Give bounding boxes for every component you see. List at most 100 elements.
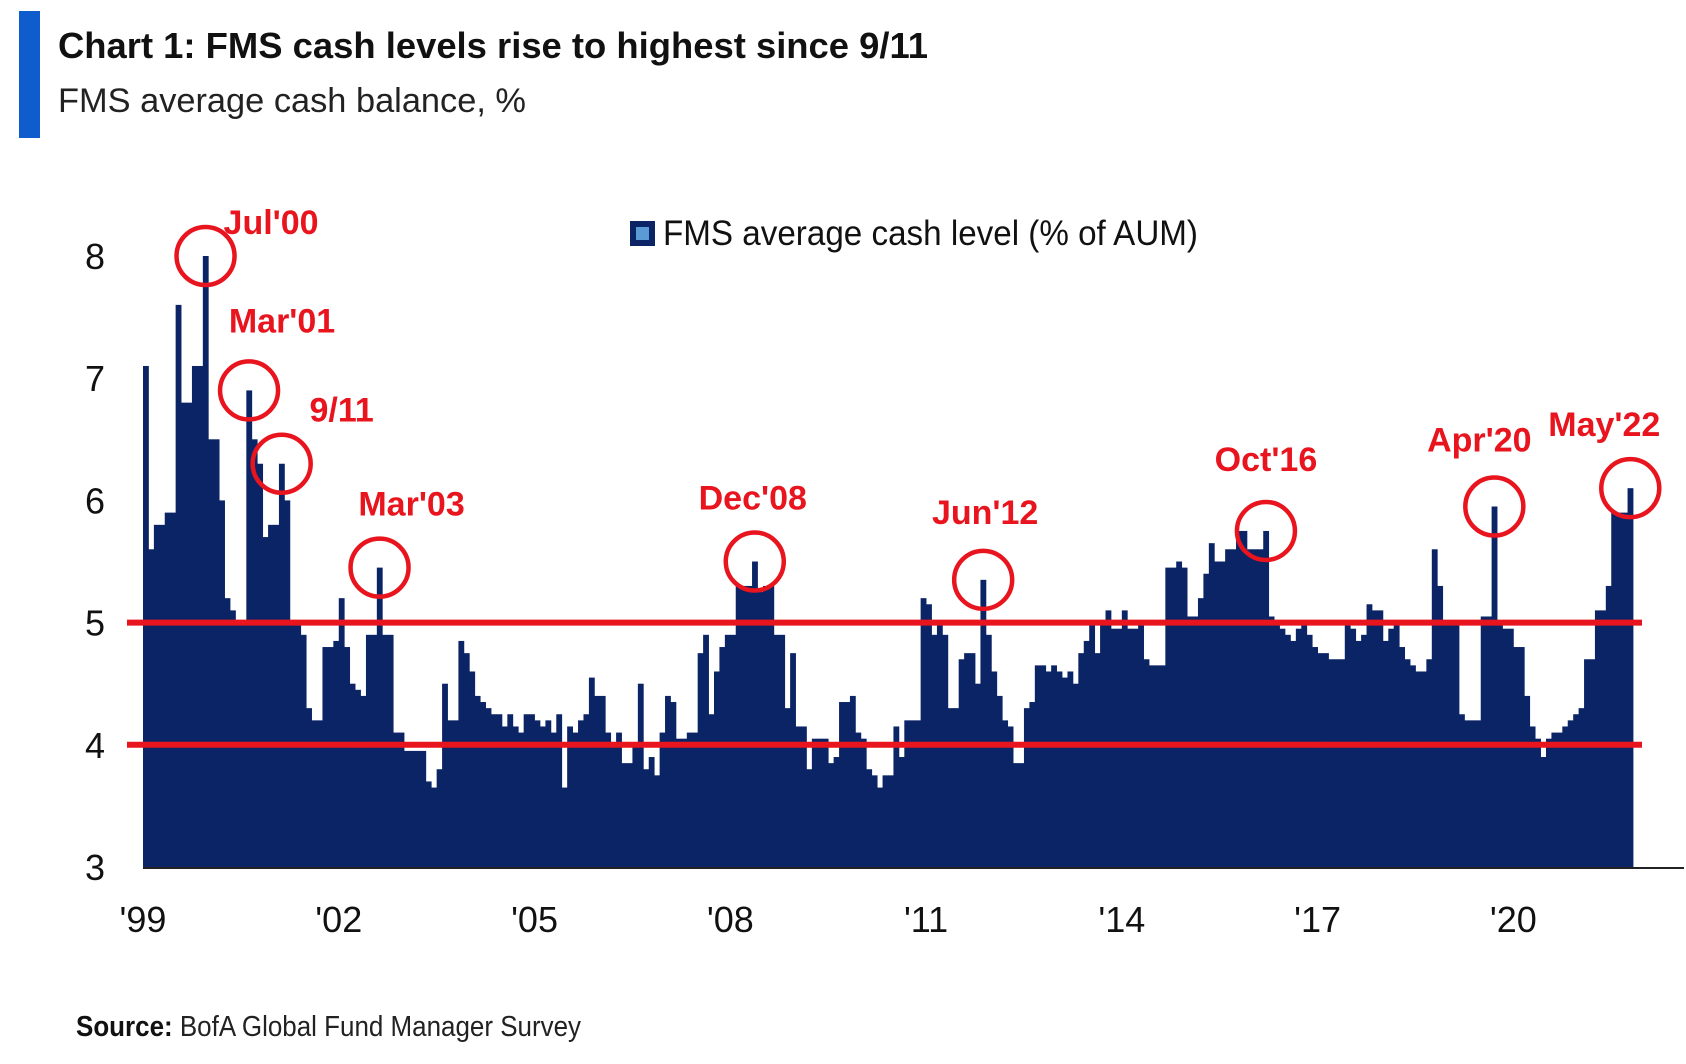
bar-2003-05 bbox=[387, 634, 394, 868]
bar-2002-01 bbox=[300, 634, 307, 868]
bar-2004-01 bbox=[431, 787, 438, 868]
bar-2017-10 bbox=[1328, 659, 1335, 868]
x-tick-label: '11 bbox=[904, 899, 948, 940]
bar-2006-10 bbox=[610, 744, 617, 868]
bar-2006-08 bbox=[599, 695, 606, 868]
bar-2006-09 bbox=[605, 732, 612, 868]
reference-lines bbox=[127, 619, 1642, 748]
bar-2015-12 bbox=[1208, 543, 1215, 868]
bar-2014-05 bbox=[1105, 610, 1112, 868]
bar-2005-08 bbox=[534, 720, 541, 868]
bar-2010-04 bbox=[839, 702, 845, 868]
bar-2005-09 bbox=[539, 726, 546, 868]
bar-2014-07 bbox=[1116, 628, 1123, 868]
bar-1999-11 bbox=[159, 524, 166, 868]
bar-2007-06 bbox=[654, 775, 661, 868]
annotation-label: Apr'20 bbox=[1427, 422, 1531, 460]
bar-2014-10 bbox=[1132, 628, 1139, 868]
bar-2010-12 bbox=[882, 775, 889, 868]
bar-2015-07 bbox=[1181, 567, 1188, 868]
bar-2011-12 bbox=[947, 708, 954, 868]
bar-2014-12 bbox=[1143, 659, 1150, 868]
bar-2000-05 bbox=[191, 365, 198, 868]
bar-2007-09 bbox=[670, 702, 677, 868]
annotation-label: Dec'08 bbox=[699, 480, 807, 518]
bar-2004-03 bbox=[442, 683, 448, 868]
bar-2012-09 bbox=[996, 695, 1003, 868]
y-tick-label: 6 bbox=[85, 480, 105, 521]
bar-2021-11 bbox=[1594, 610, 1601, 868]
bar-2013-01 bbox=[1018, 763, 1025, 868]
bar-2020-12 bbox=[1535, 738, 1541, 868]
bar-2008-09 bbox=[735, 585, 742, 868]
bar-2017-03 bbox=[1290, 640, 1297, 868]
annotation-circle bbox=[1599, 456, 1662, 520]
bar-2022-05 bbox=[1627, 488, 1634, 868]
bar-2008-04 bbox=[708, 714, 715, 868]
x-tick-label: '05 bbox=[511, 899, 558, 940]
bar-1999-09 bbox=[148, 549, 155, 868]
y-tick-label: 5 bbox=[85, 603, 105, 644]
x-tick-label: '14 bbox=[1098, 899, 1145, 940]
bar-2021-05 bbox=[1562, 726, 1569, 868]
bar-2009-01 bbox=[757, 592, 764, 868]
bar-2012-10 bbox=[1002, 720, 1009, 868]
bar-2000-06 bbox=[197, 365, 204, 868]
bar-2011-05 bbox=[909, 720, 916, 868]
bar-2016-04 bbox=[1230, 549, 1237, 868]
bar-2000-08 bbox=[208, 439, 215, 868]
bar-2018-11 bbox=[1399, 647, 1406, 868]
bar-2002-05 bbox=[322, 647, 329, 868]
bar-2015-03 bbox=[1159, 665, 1166, 868]
bar-2007-07 bbox=[659, 732, 666, 868]
bar-2002-07 bbox=[333, 640, 340, 868]
bar-2011-07 bbox=[920, 598, 927, 868]
bar-2005-06 bbox=[523, 714, 530, 868]
bar-2022-04 bbox=[1622, 512, 1628, 868]
bar-2003-08 bbox=[404, 750, 410, 868]
bar-2001-09 bbox=[278, 463, 285, 868]
bar-2008-03 bbox=[703, 634, 709, 868]
bar-2013-09 bbox=[1062, 677, 1068, 868]
bar-2017-09 bbox=[1323, 653, 1329, 868]
bar-2009-06 bbox=[784, 708, 791, 868]
bar-2003-12 bbox=[425, 781, 432, 868]
bar-2017-01 bbox=[1279, 628, 1286, 868]
chart-title: Chart 1: FMS cash levels rise to highest… bbox=[58, 25, 928, 66]
bar-2010-10 bbox=[871, 775, 878, 868]
source-note: Source: BofA Global Fund Manager Survey bbox=[76, 1011, 581, 1043]
bar-1999-12 bbox=[164, 512, 171, 868]
bar-2004-09 bbox=[474, 695, 481, 868]
bar-2010-03 bbox=[833, 757, 840, 868]
bar-2012-06 bbox=[980, 579, 987, 868]
bar-2000-09 bbox=[213, 439, 220, 868]
annotation-label: Mar'03 bbox=[358, 486, 464, 524]
annotation-label: Oct'16 bbox=[1215, 441, 1318, 479]
bar-2015-11 bbox=[1203, 573, 1210, 868]
bar-2011-01 bbox=[888, 775, 894, 868]
bar-2009-10 bbox=[806, 769, 813, 868]
bar-2019-06 bbox=[1437, 585, 1444, 868]
x-tick-label: '02 bbox=[315, 899, 362, 940]
bar-2010-01 bbox=[822, 738, 829, 868]
bar-2019-11 bbox=[1464, 720, 1471, 868]
annotation-circle bbox=[174, 224, 237, 288]
bar-2021-10 bbox=[1589, 659, 1596, 868]
bar-2000-10 bbox=[219, 500, 225, 868]
bar-2004-12 bbox=[491, 714, 497, 868]
bar-2016-05 bbox=[1236, 530, 1242, 868]
bar-2011-04 bbox=[904, 720, 911, 868]
bar-2017-08 bbox=[1317, 653, 1324, 868]
bar-2021-08 bbox=[1578, 708, 1585, 868]
bar-2020-08 bbox=[1513, 647, 1520, 868]
bar-2010-11 bbox=[877, 787, 883, 868]
bar-2010-07 bbox=[855, 732, 862, 868]
bar-2006-11 bbox=[616, 732, 622, 868]
bar-2018-12 bbox=[1404, 659, 1411, 868]
bar-2009-08 bbox=[795, 726, 802, 868]
x-tick-label: '99 bbox=[120, 899, 167, 940]
bar-2021-01 bbox=[1540, 757, 1547, 868]
bar-2003-03 bbox=[376, 567, 383, 868]
bar-2007-02 bbox=[632, 744, 639, 868]
y-axis-ticks: 3 4 5 6 7 8 bbox=[85, 236, 105, 888]
